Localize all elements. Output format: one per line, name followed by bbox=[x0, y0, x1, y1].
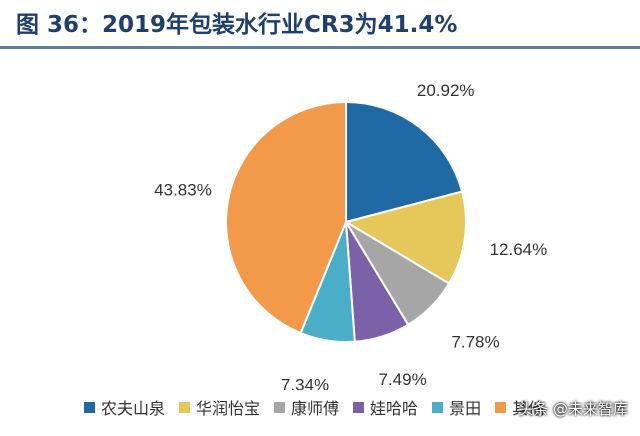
legend-item: 农夫山泉 bbox=[84, 395, 165, 419]
legend-swatch bbox=[495, 401, 507, 413]
pie-slice-6 bbox=[225, 100, 347, 335]
legend-swatch bbox=[432, 401, 444, 413]
pie-data-label: 43.83% bbox=[154, 181, 212, 200]
legend-item: 其他 bbox=[495, 395, 544, 419]
pie-labels: 20.92% 12.64% 7.78% 7.49% 7.34% 43.83% bbox=[154, 81, 547, 390]
legend-swatch bbox=[179, 401, 191, 413]
pie-slice-2 bbox=[343, 190, 467, 285]
legend-item: 康师傅 bbox=[274, 395, 339, 419]
pie-data-label: 7.34% bbox=[281, 375, 329, 390]
pie-slices bbox=[225, 100, 467, 343]
legend-label: 景田 bbox=[449, 399, 482, 418]
pie-data-label: 20.92% bbox=[417, 81, 475, 100]
legend-item: 华润怡宝 bbox=[179, 395, 260, 419]
legend: 农夫山泉 华润怡宝 康师傅 娃哈哈 景田 其他 bbox=[84, 392, 558, 422]
pie-data-label: 7.78% bbox=[451, 332, 499, 351]
pie-slice-1 bbox=[345, 100, 464, 224]
legend-label: 华润怡宝 bbox=[196, 399, 261, 418]
legend-swatch bbox=[274, 401, 286, 413]
pie-chart: 20.92% 12.64% 7.78% 7.49% 7.34% 43.83% bbox=[154, 81, 547, 390]
title-rule bbox=[0, 46, 640, 49]
watermark: 头条 @未来智库 bbox=[518, 400, 628, 418]
chart-title: 图 36：2019年包装水行业CR3为41.4% bbox=[16, 12, 458, 38]
legend-label: 康师傅 bbox=[291, 399, 340, 418]
legend-swatch bbox=[353, 401, 365, 413]
pie-data-label: 12.64% bbox=[490, 240, 548, 259]
legend-label: 娃哈哈 bbox=[370, 399, 419, 418]
legend-swatch bbox=[84, 401, 95, 413]
pie-data-label: 7.49% bbox=[378, 370, 426, 389]
legend-item: 娃哈哈 bbox=[353, 395, 418, 419]
legend-label: 农夫山泉 bbox=[101, 399, 166, 418]
legend-item: 景田 bbox=[432, 395, 481, 419]
legend-label: 其他 bbox=[512, 399, 545, 418]
